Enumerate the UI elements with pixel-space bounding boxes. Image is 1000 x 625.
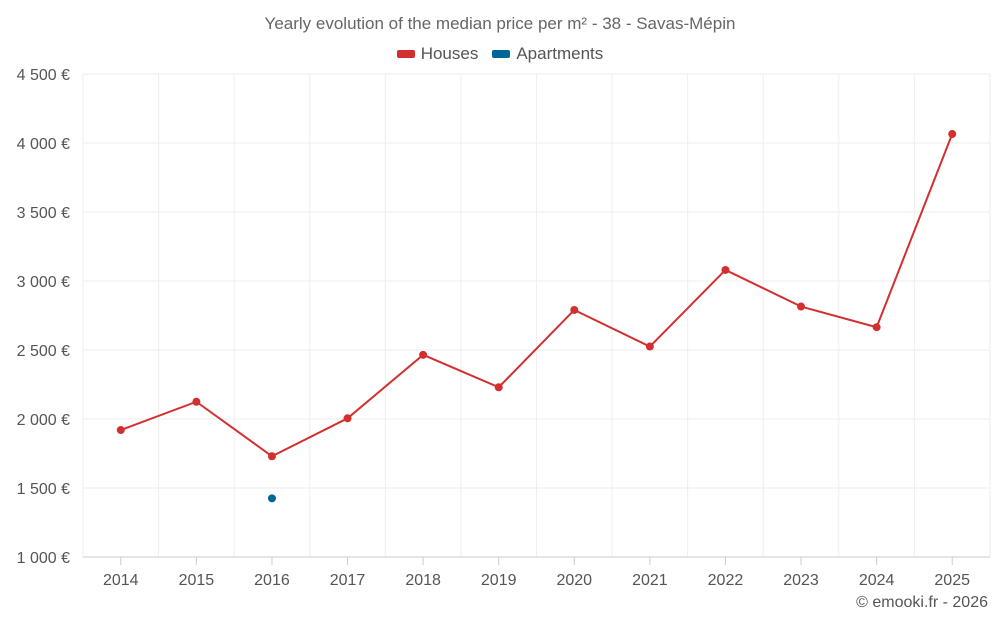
data-point-apartments <box>267 494 276 503</box>
data-point-houses <box>570 305 579 314</box>
chart-legend: Houses Apartments <box>0 44 1000 64</box>
legend-item-houses[interactable]: Houses <box>396 44 479 64</box>
legend-label-houses: Houses <box>420 44 479 63</box>
data-point-houses <box>192 397 201 406</box>
y-tick-label: 2 500 € <box>17 343 70 360</box>
y-tick-label: 1 500 € <box>17 481 70 498</box>
x-tick-label: 2014 <box>103 572 139 589</box>
series-line-houses <box>120 133 954 458</box>
data-point-houses <box>872 323 881 332</box>
data-point-houses <box>721 265 730 274</box>
data-point-houses <box>116 426 125 435</box>
y-tick-label: 3 500 € <box>17 205 70 222</box>
y-tick-label: 3 000 € <box>17 274 70 291</box>
x-tick-label: 2016 <box>254 572 290 589</box>
legend-swatch-houses <box>396 50 415 58</box>
data-point-houses <box>267 452 276 461</box>
y-tick-label: 4 000 € <box>17 136 70 153</box>
y-tick-label: 4 500 € <box>17 67 70 84</box>
y-tick-label: 2 000 € <box>17 412 70 429</box>
data-point-houses <box>343 414 352 423</box>
legend-item-apartments[interactable]: Apartments <box>492 44 603 64</box>
data-point-houses <box>948 130 957 139</box>
x-tick-label: 2025 <box>934 572 970 589</box>
x-tick-label: 2020 <box>556 572 592 589</box>
y-tick-label: 1 000 € <box>17 550 70 567</box>
chart-title: Yearly evolution of the median price per… <box>264 14 736 33</box>
legend-label-apartments: Apartments <box>516 44 604 63</box>
x-tick-label: 2018 <box>405 572 441 589</box>
x-tick-label: 2015 <box>179 572 215 589</box>
x-tick-label: 2019 <box>481 572 517 589</box>
data-point-houses <box>419 350 428 359</box>
legend-swatch-apartments <box>492 50 511 58</box>
data-point-houses <box>797 302 806 311</box>
x-tick-label: 2024 <box>859 572 895 589</box>
x-tick-label: 2021 <box>632 572 668 589</box>
data-point-houses <box>645 342 654 351</box>
credit-text: © emooki.fr - 2026 <box>856 594 988 611</box>
x-tick-label: 2017 <box>330 572 366 589</box>
x-tick-label: 2022 <box>708 572 744 589</box>
x-tick-label: 2023 <box>783 572 819 589</box>
data-point-houses <box>494 383 503 392</box>
